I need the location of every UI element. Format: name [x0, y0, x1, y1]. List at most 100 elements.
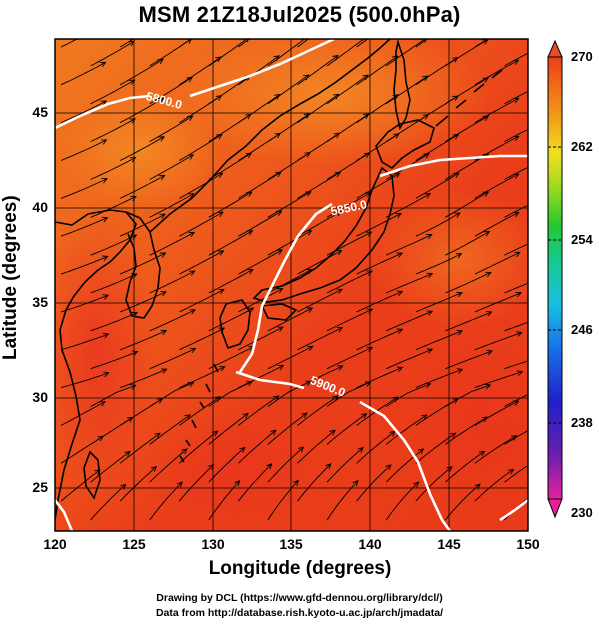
- streamline: [90, 40, 135, 67]
- x-axis-label: Longitude (degrees): [208, 558, 392, 579]
- streamline: [149, 232, 195, 256]
- streamline: [297, 171, 341, 199]
- streamline: [326, 480, 359, 521]
- streamline: [474, 59, 519, 86]
- streamline: [90, 384, 136, 407]
- colorbar-tick-label: 230: [571, 505, 593, 520]
- streamline-arrowhead: [516, 370, 524, 376]
- streamline: [445, 350, 493, 370]
- streamline-arrowhead: [513, 211, 520, 218]
- streamline: [119, 291, 167, 313]
- streamline-arrowhead: [102, 255, 109, 261]
- streamline-arrowhead: [456, 291, 463, 298]
- streamline-arrowhead: [424, 192, 432, 199]
- streamline-arrowhead: [301, 412, 308, 419]
- streamline-arrowhead: [513, 22, 519, 27]
- streamline-arrowhead: [413, 481, 420, 488]
- streamline: [267, 446, 304, 483]
- streamline: [208, 114, 251, 142]
- streamline-arrowhead: [385, 464, 392, 471]
- credit-data-source: Data from http://database.rish.kyoto-u.a…: [155, 607, 444, 619]
- streamline: [60, 255, 108, 275]
- streamline-arrowhead: [305, 230, 313, 236]
- streamline: [474, 251, 521, 275]
- streamline: [356, 366, 403, 389]
- streamline: [297, 93, 339, 124]
- streamline: [60, 401, 106, 426]
- streamline: [356, 252, 403, 275]
- streamline: [238, 365, 284, 389]
- grid-lines: [55, 39, 528, 531]
- streamline-arrowhead: [540, 454, 546, 459]
- streamline: [474, 469, 514, 502]
- colorbar-tick-label: 238: [571, 415, 593, 430]
- streamline: [208, 480, 241, 521]
- streamline-arrowhead: [154, 432, 161, 439]
- y-tick-label: 40: [32, 199, 48, 215]
- streamline-arrowhead: [188, 231, 196, 238]
- streamline-arrowhead: [389, 430, 396, 437]
- colorbar-tick-label: 262: [571, 139, 593, 154]
- streamline-arrowhead: [157, 21, 163, 26]
- streamline-arrowhead: [482, 77, 489, 83]
- streamline-arrowhead: [365, 231, 373, 237]
- streamline: [238, 39, 251, 48]
- streamline: [149, 448, 188, 483]
- streamline: [504, 243, 528, 256]
- streamline-arrowhead: [452, 398, 459, 404]
- streamline-arrowhead: [129, 118, 136, 124]
- streamline-arrowhead: [217, 250, 225, 256]
- streamline-arrowhead: [216, 133, 223, 140]
- streamline: [90, 451, 131, 483]
- streamline-arrowhead: [131, 311, 139, 318]
- colorbar-tick-label: 246: [571, 322, 593, 337]
- streamline: [60, 139, 107, 161]
- streamline-arrowhead: [336, 327, 344, 333]
- streamline: [90, 484, 126, 521]
- streamline: [474, 292, 522, 313]
- streamline-arrowhead: [215, 18, 221, 23]
- streamline: [326, 270, 373, 294]
- streamline: [179, 172, 223, 199]
- streamline: [356, 328, 403, 351]
- streamline: [386, 234, 432, 256]
- streamline-arrowhead: [303, 74, 310, 81]
- streamline-arrowhead: [127, 416, 134, 423]
- streamline: [179, 211, 224, 237]
- streamline-arrowhead: [426, 348, 434, 354]
- streamline: [90, 312, 138, 332]
- streamline-arrowhead: [332, 54, 339, 61]
- streamline-arrowhead: [234, 480, 241, 487]
- colorbar: [547, 39, 563, 519]
- streamline: [415, 134, 459, 161]
- y-tick-label: 30: [32, 389, 48, 405]
- streamline-arrowhead: [329, 429, 336, 436]
- streamline: [385, 39, 426, 67]
- streamline-arrowhead: [513, 135, 520, 142]
- streamline: [208, 381, 253, 407]
- streamline-arrowhead: [335, 211, 342, 217]
- streamline: [119, 432, 161, 464]
- streamline: [119, 97, 164, 124]
- streamline-arrowhead: [94, 469, 101, 475]
- streamline: [356, 213, 402, 237]
- streamline: [238, 429, 277, 464]
- streamline: [60, 39, 78, 48]
- streamline: [179, 289, 225, 313]
- streamline-arrowhead: [485, 311, 493, 317]
- streamline: [297, 327, 343, 351]
- streamline-arrowhead: [363, 113, 370, 120]
- streamline-arrowhead: [156, 398, 164, 404]
- streamline-arrowhead: [456, 368, 464, 374]
- streamline-arrowhead: [150, 466, 158, 473]
- streamline-arrowhead: [305, 191, 312, 197]
- streamline-arrowhead: [306, 307, 314, 313]
- streamline-arrowhead: [514, 251, 521, 258]
- streamline-arrowhead: [422, 75, 429, 82]
- streamline-arrowhead: [484, 383, 492, 390]
- streamline-arrowhead: [176, 481, 183, 488]
- streamline: [504, 430, 528, 445]
- streamline: [504, 90, 528, 105]
- streamline-arrowhead: [275, 171, 282, 178]
- streamline: [356, 94, 399, 124]
